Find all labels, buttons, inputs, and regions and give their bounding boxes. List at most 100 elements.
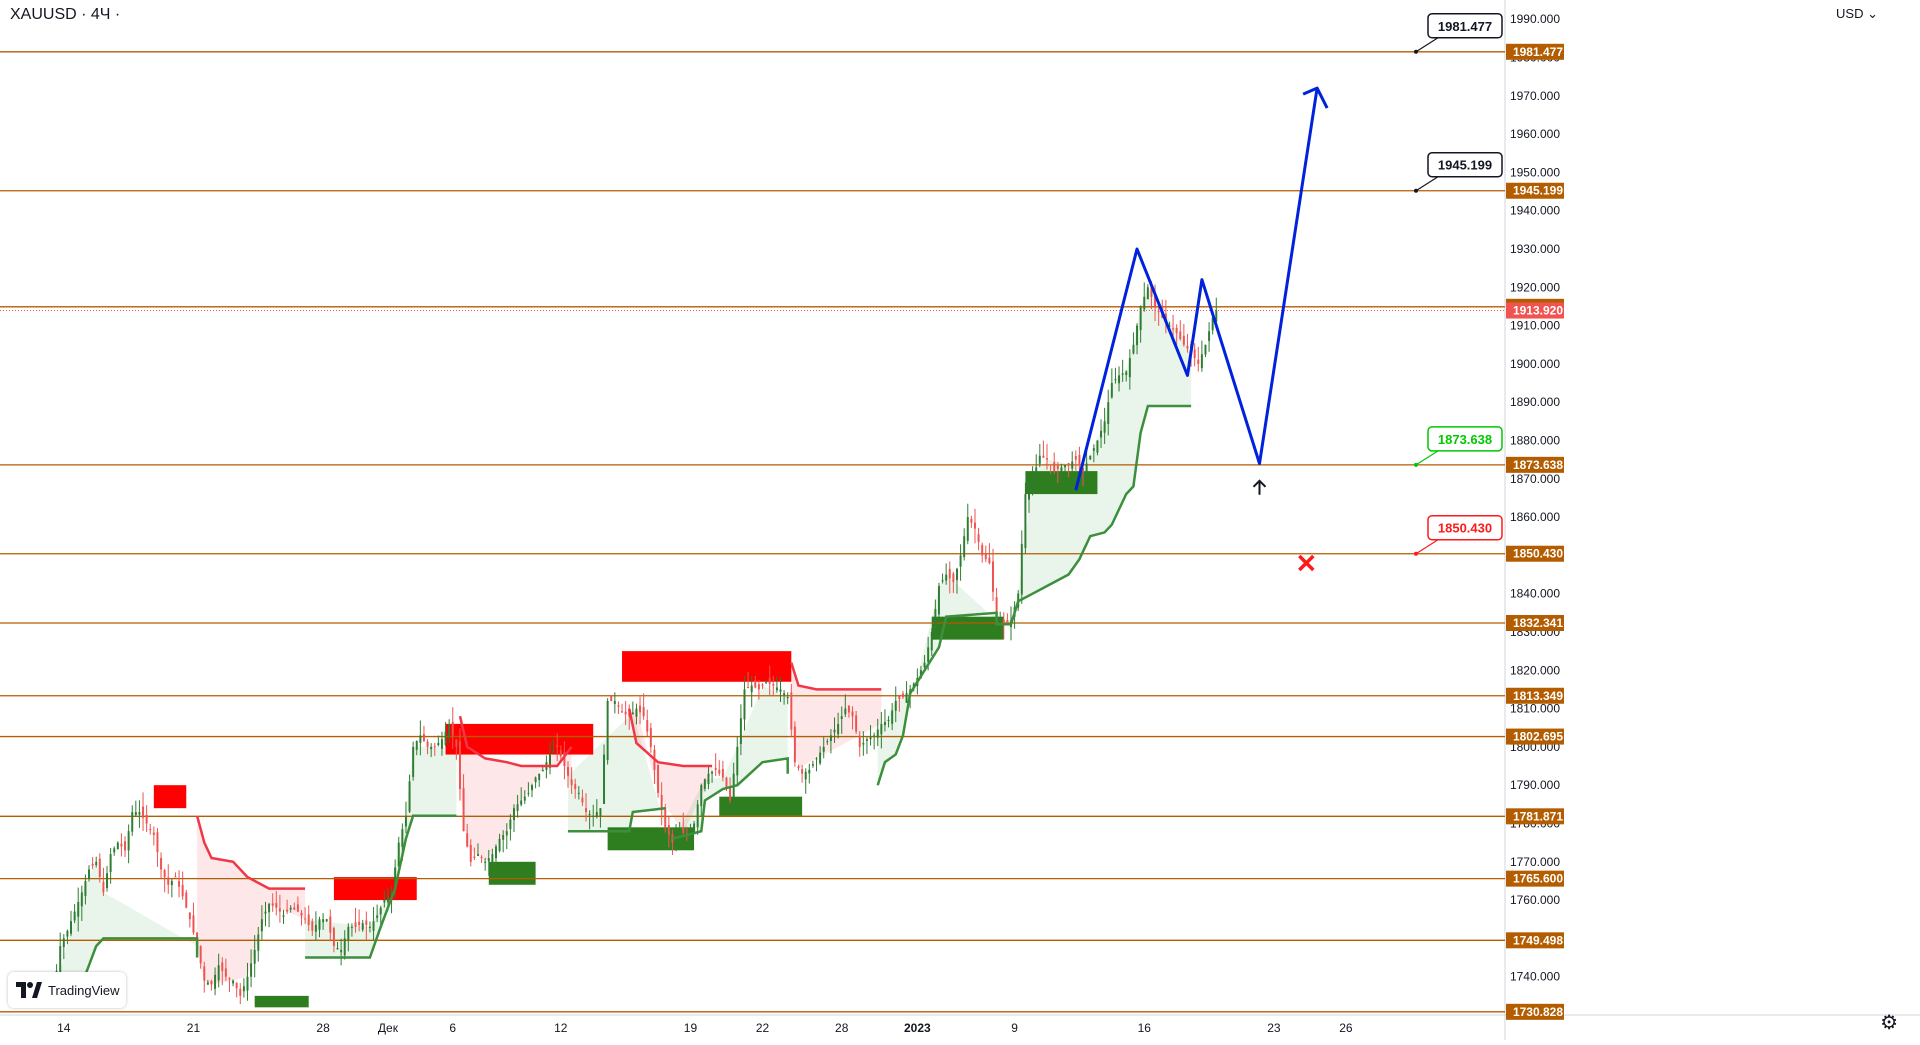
x-tick-label: 28 (316, 1021, 330, 1035)
candle-body (422, 734, 425, 742)
candle-body (527, 792, 530, 794)
gear-icon[interactable]: ⚙ (1880, 1012, 1898, 1034)
candle-body (246, 976, 249, 991)
candle-body (1186, 346, 1189, 349)
candle-body (401, 829, 404, 847)
candle-body (437, 743, 440, 746)
callout-box-2[interactable] (1427, 426, 1503, 452)
candle-body (721, 768, 724, 778)
level-badge-bg (1506, 932, 1564, 949)
callout-label-1: 1945.199 (1438, 158, 1492, 173)
candle-body (77, 902, 80, 917)
candle-body (296, 904, 299, 912)
candle-body (995, 597, 998, 621)
y-tick-label: 1960.000 (1510, 127, 1560, 141)
x-tick-label: 23 (1267, 1021, 1281, 1035)
candle-body (613, 700, 616, 705)
price-axis[interactable]: 1740.0001750.0001760.0001770.0001780.000… (1506, 12, 1564, 1020)
candle-body (1146, 287, 1149, 300)
candle-body (642, 707, 645, 717)
support-block-1 (488, 861, 536, 885)
x-tick-label: Дек (378, 1021, 399, 1035)
time-axis[interactable]: 14 21 28 Дек 6 12 19 22 28 2023 9 16 23 26 (57, 1021, 1353, 1035)
candle-body (268, 903, 271, 913)
candle-body (621, 711, 624, 713)
candle-body (930, 631, 933, 651)
candle-body (300, 912, 303, 916)
tradingview-logo[interactable]: TradingView (8, 972, 126, 1008)
candle-body (203, 966, 206, 981)
candle-body (1107, 402, 1110, 425)
candle-body (775, 687, 778, 691)
candle-body (718, 769, 721, 774)
callout-box-3[interactable] (1427, 514, 1503, 541)
callout-box-0[interactable] (1427, 13, 1503, 39)
trend-resistance-line-0 (195, 815, 306, 890)
candle-body (149, 828, 152, 830)
candle-body (970, 518, 973, 523)
candle-body (509, 819, 512, 830)
candle-body (228, 978, 231, 980)
callout-anchor-2 (1414, 462, 1418, 467)
candle-body (462, 788, 465, 832)
y-tick-label: 1990.000 (1510, 12, 1560, 26)
candle-body (844, 708, 847, 715)
candle-body (1056, 465, 1059, 470)
candle-body (354, 922, 357, 927)
candle-body (973, 522, 976, 529)
candle-body (1175, 327, 1178, 334)
candle-body (386, 896, 389, 902)
y-tick-label: 1760.000 (1510, 893, 1560, 907)
symbol-header[interactable]: XAUUSD · 4Ч · (10, 6, 121, 23)
level-badge-bg (1506, 456, 1564, 473)
candle-body (1078, 454, 1081, 466)
candle-body (217, 965, 220, 981)
candle-body (1020, 543, 1023, 595)
candle-body (819, 752, 822, 764)
candle-body (765, 681, 768, 683)
callout-anchor-3 (1414, 551, 1418, 556)
candle-body (206, 982, 209, 985)
trend-lines-layer (52, 404, 1192, 1009)
candle-body (178, 881, 181, 887)
candle-body (606, 700, 609, 761)
support-block-0 (254, 995, 309, 1008)
candle-body (991, 561, 994, 592)
candle-body (552, 750, 555, 753)
x-tick-label: 22 (756, 1021, 770, 1035)
candle-body (1114, 379, 1117, 381)
candle-body (448, 723, 451, 737)
candle-body (682, 827, 685, 834)
candle-body (66, 930, 69, 937)
candle-body (1204, 344, 1207, 355)
y-tick-label: 1950.000 (1510, 165, 1560, 179)
candle-body (563, 751, 566, 767)
candle-body (91, 863, 94, 866)
callout-box-1[interactable] (1427, 151, 1503, 178)
level-badge: 1850.430 (1513, 547, 1563, 561)
candle-body (808, 769, 811, 774)
support-fill-0 (53, 861, 198, 1008)
x-tick-label: 28 (835, 1021, 849, 1035)
candle-body (289, 907, 292, 910)
candle-body (945, 574, 948, 581)
candle-body (779, 689, 782, 692)
candle-body (329, 916, 332, 933)
currency-selector[interactable]: USD ⌄ (1836, 6, 1878, 22)
candle-body (1096, 440, 1099, 453)
candle-body (440, 739, 443, 749)
support-fill-1 (305, 746, 457, 958)
candle-body (1074, 456, 1077, 460)
candle-body (1168, 325, 1171, 327)
chevron-down-icon: ⌄ (1867, 6, 1878, 21)
candle-body (224, 968, 227, 977)
candle-body (786, 697, 789, 699)
candle-body (88, 869, 91, 879)
candle-body (1128, 358, 1131, 378)
y-tick-label: 1820.000 (1510, 663, 1560, 677)
candle-body (1208, 331, 1211, 341)
candle-body (426, 741, 429, 747)
forecast-layer (1074, 86, 1329, 572)
